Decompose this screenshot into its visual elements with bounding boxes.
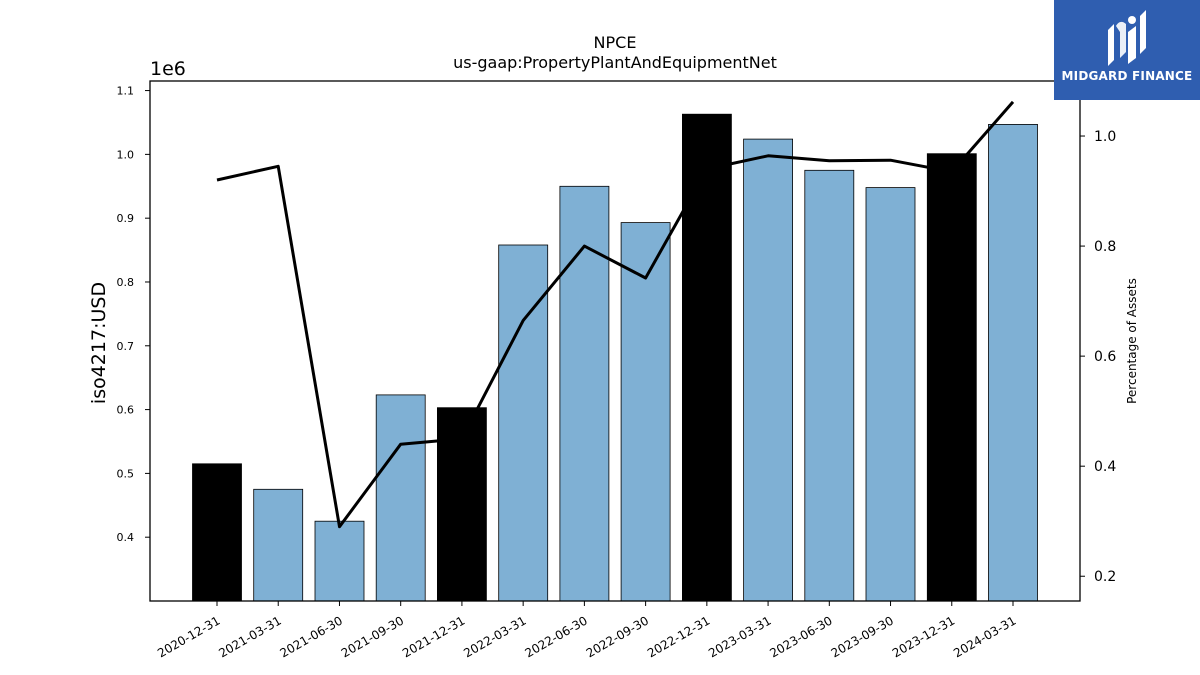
- chart-title: NPCE: [594, 33, 637, 52]
- y-tick-label: 0.8: [117, 276, 135, 289]
- y2-tick-label: 0.8: [1094, 239, 1116, 255]
- y-tick-label: 0.5: [117, 467, 135, 480]
- bar: [926, 153, 977, 602]
- bar: [865, 187, 916, 602]
- x-tick-label: 2021-12-31: [400, 613, 467, 660]
- y-tick-label: 1.0: [117, 148, 135, 161]
- line-path: [216, 100, 1015, 529]
- x-tick-label: 2023-03-31: [706, 613, 773, 660]
- y2-axis-label: Percentage of Assets: [1125, 278, 1139, 404]
- y2-tick-label: 1.0: [1094, 129, 1116, 145]
- x-tick-label: 2023-06-30: [767, 613, 834, 660]
- right-axis: 0.2 0.4 0.6 0.8 1.0: [1080, 129, 1116, 585]
- y-tick-label: 0.9: [117, 212, 135, 225]
- x-tick-label: 2021-03-31: [216, 613, 283, 660]
- bar: [988, 124, 1038, 602]
- x-tick-label: 2022-12-31: [645, 613, 712, 660]
- y2-tick-label: 0.6: [1094, 349, 1116, 365]
- x-tick-label: 2022-06-30: [522, 613, 589, 660]
- bar: [743, 138, 793, 602]
- bar: [192, 463, 242, 602]
- bar: [559, 185, 610, 602]
- bar: [253, 488, 304, 602]
- logo-text: MIDGARD FINANCE: [1061, 69, 1193, 83]
- left-axis: 0.4 0.5 0.6 0.7 0.8 0.9 1.0 1.1: [117, 85, 150, 544]
- logo-mark-icon: [1108, 10, 1146, 66]
- brand-logo: MIDGARD FINANCE: [1054, 0, 1200, 100]
- y-tick-label: 0.4: [117, 531, 135, 544]
- bar: [620, 222, 671, 602]
- y-tick-label: 0.6: [117, 404, 135, 417]
- bar-series: [192, 113, 1038, 602]
- y-tick-label: 0.7: [117, 340, 135, 353]
- y-scale-label: 1e6: [150, 58, 186, 80]
- bar: [804, 169, 855, 602]
- x-tick-label: 2020-12-31: [155, 613, 222, 660]
- y-axis-label: iso4217:USD: [88, 282, 110, 404]
- x-tick-label: 2024-03-31: [951, 613, 1018, 660]
- x-tick-label: 2022-09-30: [584, 613, 651, 660]
- x-axis: 2020-12-312021-03-312021-06-302021-09-30…: [155, 601, 1019, 660]
- y2-tick-label: 0.4: [1094, 459, 1116, 475]
- x-tick-label: 2022-03-31: [461, 613, 528, 660]
- line-series: [216, 100, 1015, 529]
- plot-frame: [149, 80, 1081, 602]
- bar: [314, 520, 365, 602]
- x-tick-label: 2023-09-30: [829, 613, 896, 660]
- bar: [375, 394, 426, 602]
- x-tick-label: 2021-06-30: [278, 613, 345, 660]
- bar: [682, 113, 732, 602]
- x-tick-label: 2023-12-31: [890, 613, 957, 660]
- x-tick-label: 2021-09-30: [339, 613, 406, 660]
- chart-subtitle: us-gaap:PropertyPlantAndEquipmentNet: [453, 53, 777, 72]
- bar: [498, 244, 549, 602]
- y-tick-label: 1.1: [117, 85, 135, 98]
- y2-tick-label: 0.2: [1094, 569, 1116, 585]
